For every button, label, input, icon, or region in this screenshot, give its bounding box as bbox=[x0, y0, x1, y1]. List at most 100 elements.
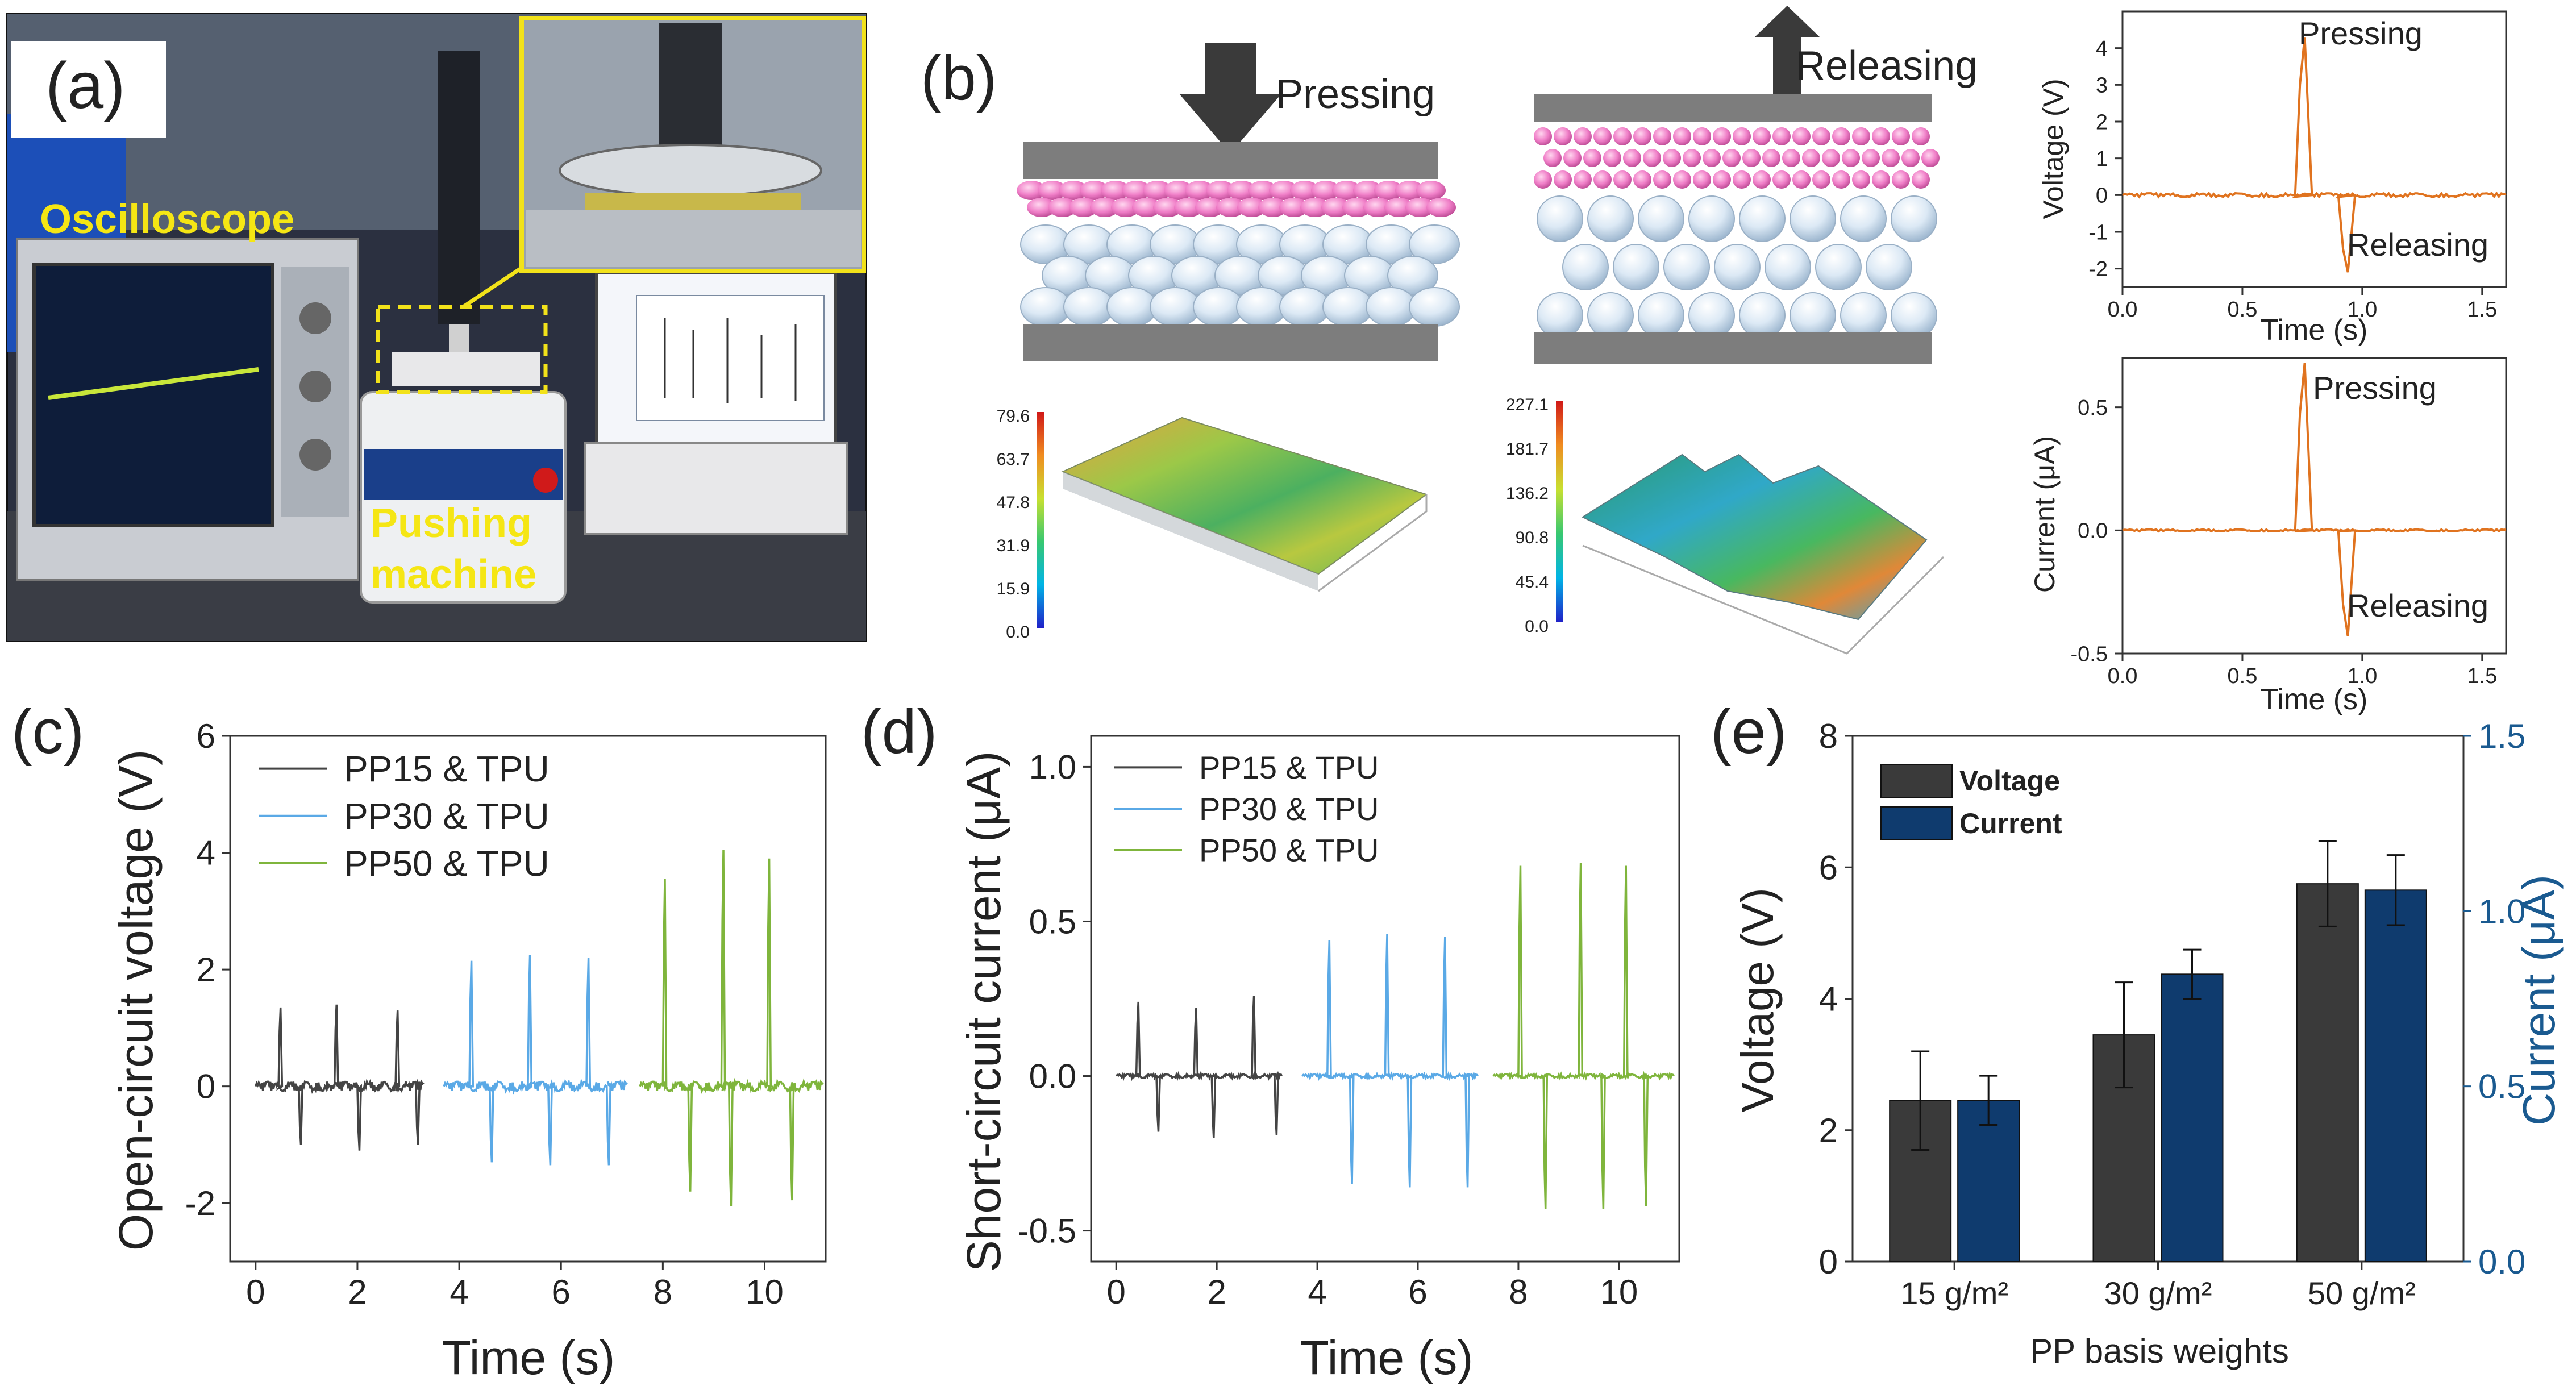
plot-c-series-line bbox=[639, 850, 824, 1206]
colorbar-left-tick-label: 31.9 bbox=[997, 536, 1030, 555]
colorbar-left-tick-label: 47.8 bbox=[997, 493, 1030, 512]
pink-fiber-particle bbox=[1185, 181, 1214, 200]
pink-fiber-particle bbox=[1722, 149, 1741, 167]
pink-fiber-particle bbox=[1111, 198, 1141, 217]
pink-fiber-particle bbox=[1174, 198, 1204, 217]
dashed-highlight-box bbox=[376, 305, 548, 394]
plot-b-voltage-x-tick-label: 0.0 bbox=[2108, 298, 2138, 322]
plot-b-current-x-tick-label: 0.0 bbox=[2108, 664, 2138, 688]
pink-fiber-particle bbox=[1342, 198, 1372, 217]
current-trace bbox=[2122, 363, 2507, 637]
plot-b-voltage-x-tick-label: 0.5 bbox=[2228, 298, 2258, 322]
plot-c-ylabel: Open-circuit voltage (V) bbox=[109, 750, 163, 1251]
pink-fiber-particle bbox=[1753, 170, 1771, 189]
blue-tpu-particle bbox=[1587, 195, 1634, 242]
plot-c-series bbox=[255, 850, 824, 1206]
blue-tpu-particle bbox=[1840, 195, 1887, 242]
pink-fiber-particle bbox=[1574, 127, 1592, 145]
plot-b-current-pressing: Pressing bbox=[2313, 370, 2437, 406]
laptop-keyboard bbox=[584, 442, 848, 535]
pink-fiber-particle bbox=[1384, 198, 1414, 217]
machine-label-plate bbox=[364, 449, 563, 500]
pink-fiber-particle bbox=[1206, 181, 1235, 200]
plot-b-voltage-x-tick-label: 1.0 bbox=[2347, 298, 2377, 322]
plot-c-y-tick-label: 4 bbox=[197, 834, 215, 872]
plot-d-legend-label: PP15 & TPU bbox=[1199, 750, 1379, 785]
plot-b-current-ylabel: Current (μA) bbox=[2029, 436, 2061, 593]
plot-b-voltage: 0.0 0.5 1.0 1.5 -2 -1 0 1 2 3 4 Voltage (V) Time (… bbox=[2037, 10, 2507, 347]
blue-tpu-particle bbox=[1688, 195, 1735, 242]
panel-d: (d) 0 2 4 6 8 10 -0.5 0.0 0.5 1.0 PP15 & TPU PP30 … bbox=[861, 697, 1680, 1384]
plot-e-bar-current bbox=[2364, 889, 2427, 1263]
pink-fiber-particle bbox=[1300, 198, 1330, 217]
plot-b-current-y-tick-label: 0.0 bbox=[2078, 519, 2108, 543]
inset-sample bbox=[585, 193, 801, 210]
pink-fiber-particle bbox=[1395, 181, 1425, 200]
inset-column bbox=[659, 23, 722, 153]
plot-c-y-tick-label: -2 bbox=[185, 1184, 215, 1222]
blue-tpu-particle bbox=[1193, 287, 1244, 327]
plot-e-yleft-tick-label: 2 bbox=[1819, 1112, 1838, 1150]
plot-c-y-tick-label: 6 bbox=[197, 717, 215, 755]
pink-fiber-particle bbox=[1593, 170, 1612, 189]
pink-fiber-particle bbox=[1921, 149, 1940, 167]
plot-e-legend-label: Voltage bbox=[1959, 765, 2060, 797]
plot-e-yright-tick-label: 0.5 bbox=[2478, 1068, 2525, 1106]
plot-d-series-line bbox=[1115, 996, 1283, 1138]
plot-e-yright-tick-label: 0.0 bbox=[2478, 1243, 2525, 1281]
pink-fiber-particle bbox=[1703, 149, 1721, 167]
pink-fiber-particle bbox=[1762, 149, 1780, 167]
pink-fiber-particle bbox=[1772, 170, 1791, 189]
plot-c-ticks: 0 2 4 6 8 10 -2 0 2 4 6 bbox=[185, 717, 784, 1311]
plot-d-x-tick-label: 10 bbox=[1600, 1273, 1638, 1311]
panel-a-label: (a) bbox=[45, 49, 126, 122]
pink-fiber-particle bbox=[1892, 127, 1910, 145]
plot-d-x-tick-label: 4 bbox=[1308, 1273, 1326, 1311]
plot-b-current-x-tick-label: 0.5 bbox=[2228, 664, 2258, 688]
pink-fiber-particle bbox=[1027, 198, 1056, 217]
colorbar-right-tick-label: 181.7 bbox=[1506, 440, 1549, 459]
panel-c-label: (c) bbox=[11, 697, 84, 767]
plot-c-frame bbox=[229, 735, 827, 1263]
pink-fiber-particle bbox=[1269, 181, 1299, 200]
blue-tpu-particle bbox=[1562, 244, 1609, 290]
plot-e-ylabel-right: Current (μA) bbox=[2513, 875, 2564, 1126]
blue-tpu-particle bbox=[1409, 287, 1460, 327]
plot-c-y-tick-label: 0 bbox=[197, 1068, 215, 1106]
zoom-connector bbox=[462, 265, 524, 309]
pink-fiber-particle bbox=[1416, 181, 1446, 200]
blue-tpu-particle bbox=[1790, 292, 1836, 339]
releasing-label: Releasing bbox=[1796, 43, 1978, 89]
pink-fiber-particle bbox=[1132, 198, 1162, 217]
colorbar-left-tick-label: 79.6 bbox=[997, 407, 1030, 426]
pink-fiber-particle bbox=[1832, 127, 1850, 145]
plot-d-legend-label: PP50 & TPU bbox=[1199, 833, 1379, 868]
pink-fiber-particle bbox=[1842, 149, 1860, 167]
pink-fiber-particle bbox=[1693, 127, 1711, 145]
plot-b-voltage-y-tick-label: -2 bbox=[2088, 257, 2108, 281]
plot-d-x-tick-label: 8 bbox=[1509, 1273, 1528, 1311]
pink-fiber-particle bbox=[1059, 181, 1088, 200]
pink-fiber-particle bbox=[1772, 127, 1791, 145]
pink-fiber-particle bbox=[1279, 198, 1309, 217]
plot-e-x-tick-label: 50 g/m² bbox=[2308, 1275, 2416, 1311]
pink-fiber-particle bbox=[1554, 170, 1572, 189]
colorbar-left-tick-label: 0.0 bbox=[1006, 623, 1030, 642]
pink-fiber-particle bbox=[1912, 127, 1930, 145]
plot-c-legend-label: PP30 & TPU bbox=[344, 796, 550, 837]
plot-c-legend: PP15 & TPU PP30 & TPU PP50 & TPU bbox=[259, 748, 550, 884]
pink-fiber-particle bbox=[1633, 127, 1651, 145]
pink-fiber-particle bbox=[1090, 198, 1120, 217]
pink-fiber-particle bbox=[1852, 127, 1870, 145]
plot-b-voltage-releasing: Releasing bbox=[2347, 227, 2488, 263]
surface-plot-releasing bbox=[1581, 453, 1928, 621]
pink-fiber-particle bbox=[1426, 198, 1456, 217]
plot-e-bar-voltage bbox=[2296, 883, 2359, 1262]
colorbar-right-ticks: 227.1 181.7 136.2 90.8 45.4 0.0 bbox=[1506, 396, 1549, 636]
pink-fiber-particle bbox=[1122, 181, 1151, 200]
pink-fiber-particle bbox=[1248, 181, 1277, 200]
pink-fiber-particle bbox=[1812, 170, 1830, 189]
blue-tpu-particle bbox=[1739, 195, 1786, 242]
plot-c-x-tick-label: 0 bbox=[246, 1273, 265, 1311]
blue-tpu-particle bbox=[1891, 195, 1937, 242]
